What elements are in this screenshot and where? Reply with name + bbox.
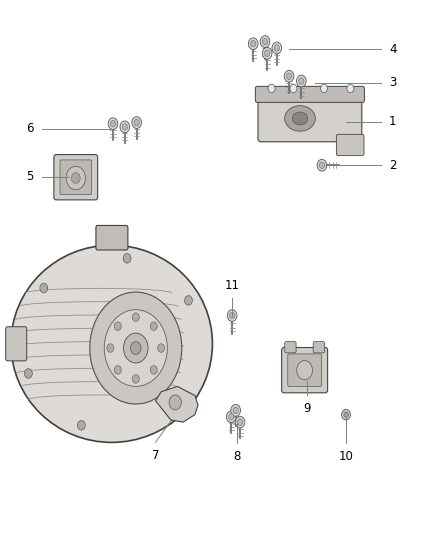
Ellipse shape xyxy=(285,106,315,131)
Circle shape xyxy=(184,296,192,305)
Circle shape xyxy=(237,419,243,425)
Circle shape xyxy=(132,313,139,321)
FancyBboxPatch shape xyxy=(313,342,325,353)
Circle shape xyxy=(104,310,167,386)
Circle shape xyxy=(66,166,85,190)
Circle shape xyxy=(122,124,127,130)
Circle shape xyxy=(262,47,272,59)
Circle shape xyxy=(131,342,141,354)
Circle shape xyxy=(132,117,141,128)
Circle shape xyxy=(262,38,268,45)
Circle shape xyxy=(90,292,182,404)
Circle shape xyxy=(226,411,236,423)
Circle shape xyxy=(123,254,131,263)
Circle shape xyxy=(134,119,139,126)
Text: 3: 3 xyxy=(389,76,396,89)
Circle shape xyxy=(272,42,282,54)
Circle shape xyxy=(321,84,328,93)
Circle shape xyxy=(235,416,245,428)
Circle shape xyxy=(233,407,238,414)
FancyBboxPatch shape xyxy=(6,327,27,361)
Text: 5: 5 xyxy=(26,171,34,183)
Circle shape xyxy=(40,283,48,293)
Circle shape xyxy=(248,38,258,50)
Circle shape xyxy=(229,414,234,420)
Circle shape xyxy=(132,375,139,383)
Circle shape xyxy=(319,162,325,168)
Circle shape xyxy=(251,41,256,47)
Text: 4: 4 xyxy=(389,43,396,55)
Circle shape xyxy=(107,344,114,352)
Polygon shape xyxy=(155,386,198,422)
FancyBboxPatch shape xyxy=(255,86,364,102)
FancyBboxPatch shape xyxy=(336,134,364,156)
FancyBboxPatch shape xyxy=(288,354,321,386)
Circle shape xyxy=(25,369,32,378)
Circle shape xyxy=(317,159,327,171)
Circle shape xyxy=(274,45,279,51)
Circle shape xyxy=(227,310,237,321)
Circle shape xyxy=(158,344,165,352)
Text: 9: 9 xyxy=(303,402,311,415)
Text: 6: 6 xyxy=(26,123,34,135)
Circle shape xyxy=(150,322,157,330)
FancyBboxPatch shape xyxy=(54,155,98,200)
Circle shape xyxy=(299,78,304,84)
FancyBboxPatch shape xyxy=(282,348,328,393)
FancyBboxPatch shape xyxy=(285,342,296,353)
Circle shape xyxy=(169,395,181,410)
Circle shape xyxy=(297,75,306,87)
Circle shape xyxy=(78,421,85,430)
Circle shape xyxy=(265,50,270,56)
Circle shape xyxy=(110,120,116,127)
Text: 11: 11 xyxy=(225,279,240,292)
Circle shape xyxy=(165,406,173,415)
Ellipse shape xyxy=(11,245,212,442)
Circle shape xyxy=(71,173,80,183)
Circle shape xyxy=(297,360,313,379)
Circle shape xyxy=(268,84,275,93)
Text: 10: 10 xyxy=(339,450,353,463)
Circle shape xyxy=(286,73,292,79)
Text: 7: 7 xyxy=(152,449,159,462)
Circle shape xyxy=(290,84,297,93)
FancyBboxPatch shape xyxy=(60,160,92,195)
FancyBboxPatch shape xyxy=(96,225,128,250)
Text: 8: 8 xyxy=(233,450,240,463)
Circle shape xyxy=(120,121,130,133)
Circle shape xyxy=(231,405,240,416)
FancyBboxPatch shape xyxy=(258,87,362,142)
Circle shape xyxy=(347,84,354,93)
Circle shape xyxy=(284,70,294,82)
Circle shape xyxy=(114,366,121,374)
Text: 2: 2 xyxy=(389,159,396,172)
Ellipse shape xyxy=(292,112,307,125)
Circle shape xyxy=(344,412,348,417)
Text: 1: 1 xyxy=(389,115,396,128)
Circle shape xyxy=(342,409,350,420)
Circle shape xyxy=(150,366,157,374)
Circle shape xyxy=(108,118,118,130)
Circle shape xyxy=(124,333,148,363)
Circle shape xyxy=(230,312,235,319)
Circle shape xyxy=(260,36,270,47)
Circle shape xyxy=(114,322,121,330)
